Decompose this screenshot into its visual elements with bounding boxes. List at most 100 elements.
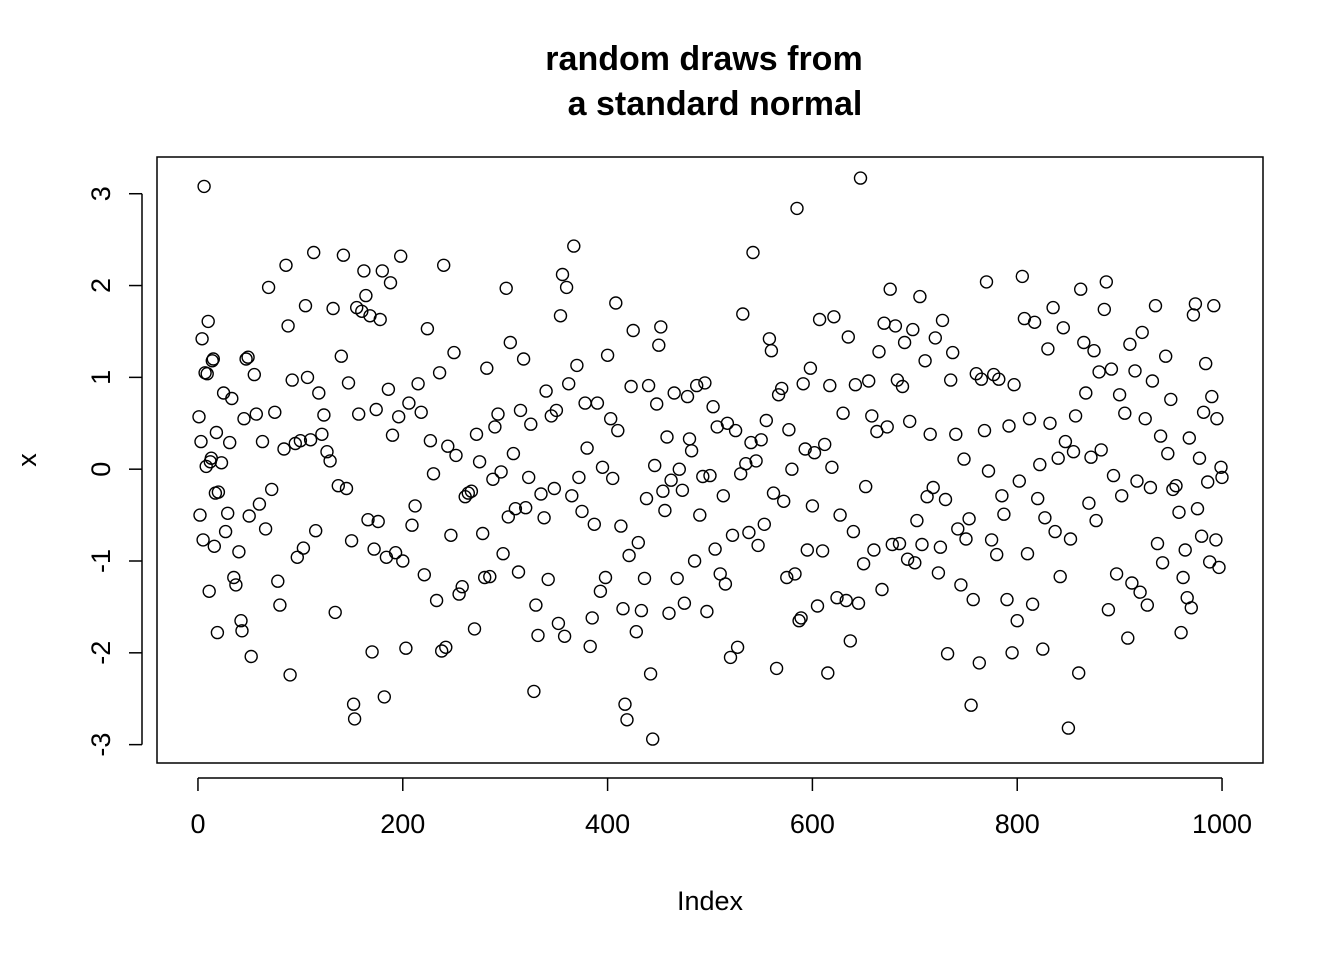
data-point [402, 396, 416, 410]
data-point [672, 462, 686, 476]
data-point [570, 358, 584, 373]
data-point [800, 543, 814, 557]
data-point [992, 372, 1006, 386]
data-point [865, 409, 879, 423]
data-point [396, 554, 410, 568]
data-point [821, 666, 835, 680]
data-point [997, 507, 1011, 521]
data-point [1046, 300, 1060, 315]
data-point [606, 471, 620, 486]
y-tick-label: 2 [86, 278, 116, 293]
data-point [1125, 576, 1139, 590]
data-point [684, 444, 699, 458]
data-point [1214, 460, 1228, 474]
data-point [1033, 457, 1047, 472]
data-point [762, 332, 777, 346]
data-point [281, 319, 295, 333]
data-point [211, 485, 226, 499]
data-point [815, 544, 830, 558]
data-point [377, 690, 391, 704]
data-point [435, 644, 449, 658]
data-point [249, 407, 263, 421]
data-point [918, 354, 932, 368]
data-point [587, 517, 601, 531]
data-point [375, 264, 389, 278]
data-point [1097, 302, 1112, 317]
data-point [604, 412, 618, 426]
data-point [595, 460, 610, 474]
data-point [1094, 443, 1108, 457]
data-point [555, 267, 570, 282]
data-point [746, 245, 760, 260]
data-point [385, 428, 400, 442]
data-point [805, 499, 820, 513]
data-point [549, 403, 564, 418]
data-point [1058, 434, 1073, 449]
data-point [369, 402, 383, 417]
data-point [336, 248, 351, 262]
data-point [206, 352, 221, 366]
data-point [946, 345, 960, 360]
data-point [1166, 482, 1180, 497]
data-point [940, 647, 955, 661]
data-point [810, 599, 825, 613]
data-point [593, 584, 608, 598]
data-point [1092, 365, 1106, 379]
data-point [981, 464, 996, 478]
data-point [205, 354, 220, 368]
data-point [700, 604, 714, 619]
data-point [690, 378, 704, 393]
data-point [480, 361, 494, 375]
data-point [1198, 356, 1213, 371]
data-point [207, 539, 222, 553]
data-point [1145, 374, 1160, 388]
data-point [1114, 489, 1129, 503]
data-point [279, 258, 293, 272]
data-point [394, 249, 408, 263]
data-point [241, 350, 255, 364]
data-point [790, 201, 804, 216]
data-point [769, 661, 784, 676]
data-point [551, 616, 566, 631]
data-point [757, 517, 771, 531]
data-point [1128, 364, 1142, 378]
data-point [667, 386, 681, 400]
data-point [654, 320, 668, 334]
data-point [650, 397, 664, 411]
data-point [1172, 505, 1186, 519]
data-point [194, 434, 208, 449]
data-point [798, 442, 812, 456]
data-point [1143, 480, 1158, 495]
data-point [578, 396, 592, 410]
data-point [908, 556, 922, 570]
plot-frame [156, 156, 1264, 764]
data-point [209, 425, 224, 440]
data-point [193, 508, 207, 522]
data-point [1020, 547, 1035, 561]
data-point [872, 345, 886, 359]
data-point [920, 490, 934, 504]
data-point [408, 499, 422, 513]
data-point [1025, 597, 1040, 611]
data-point [839, 593, 853, 608]
data-point [1066, 445, 1081, 459]
data-point [744, 435, 758, 450]
data-point [346, 697, 361, 711]
data-point [1010, 614, 1024, 628]
data-point [1196, 405, 1211, 419]
data-point [534, 487, 548, 501]
data-point [637, 571, 652, 586]
data-point [836, 406, 850, 420]
data-point [1210, 412, 1224, 426]
data-point [1215, 470, 1229, 485]
data-point [414, 405, 428, 419]
data-point [848, 378, 863, 392]
data-point [859, 479, 873, 494]
data-point [1140, 598, 1155, 612]
x-tick-label: 200 [380, 809, 425, 839]
data-point [575, 504, 589, 519]
data-point [959, 532, 973, 546]
data-point [598, 570, 613, 585]
data-point [995, 489, 1009, 503]
data-point [432, 366, 447, 380]
